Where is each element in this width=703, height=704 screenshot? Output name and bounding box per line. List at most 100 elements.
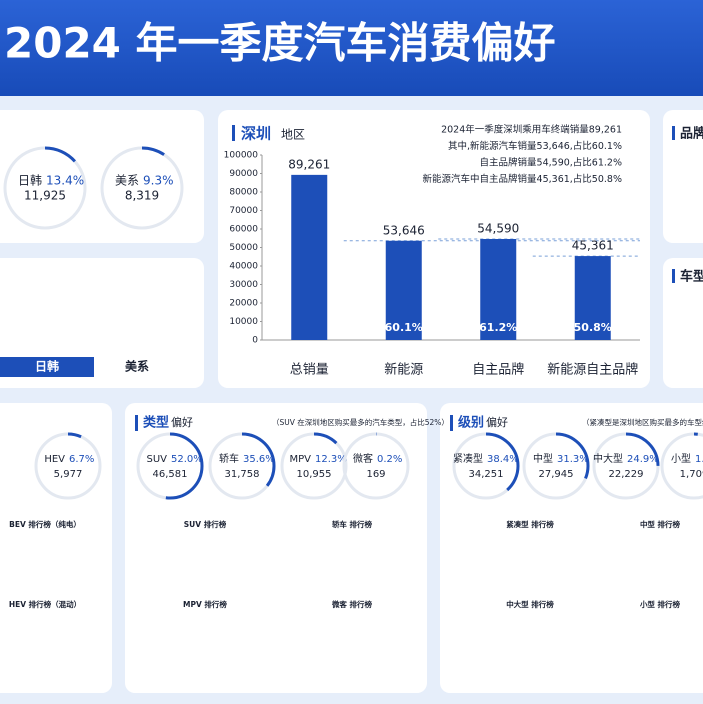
donut-share: 52.0%: [171, 454, 203, 465]
donut-count: 10,955: [297, 469, 332, 480]
donut-share: 35.6%: [243, 454, 275, 465]
section-title-suffix: 偏好: [171, 415, 193, 429]
note: 新能源汽车中自主品牌销量45,361,占比50.8%: [423, 173, 622, 185]
donut-arc: [34, 432, 102, 500]
donut-name: 紧凑型: [453, 452, 483, 465]
donut-name: 微客: [353, 452, 373, 465]
accent: [672, 126, 675, 140]
y-tick-label: 20000: [229, 299, 258, 309]
donut-arc: [3, 146, 87, 230]
y-tick-label: 40000: [229, 262, 258, 272]
y-tick-label: 60000: [229, 225, 258, 235]
donut-count: 31,758: [225, 469, 260, 480]
donut-share: 13.4%: [46, 174, 84, 188]
bar: [574, 256, 611, 340]
y-tick-label: 30000: [229, 280, 258, 290]
section-subtitle: （紧凑型是深圳地区购买最多的车型级别，占比38%）: [582, 417, 703, 427]
x-tick-label: 新能源: [384, 362, 423, 378]
share-label: 60.1%: [385, 321, 423, 334]
value-label: 54,590: [477, 222, 519, 236]
donut-count: 22,229: [609, 469, 644, 480]
donut-share: 1.9%: [695, 454, 703, 465]
donut-count: 46,581: [153, 469, 188, 480]
note: 其中,新能源汽车销量53,646,占比60.1%: [448, 140, 622, 152]
donut-count: 27,945: [539, 469, 574, 480]
ranking-title: MPV 排行榜: [183, 599, 227, 609]
panel: [0, 258, 204, 388]
y-tick-label: 100000: [224, 151, 259, 161]
accent: [450, 415, 453, 431]
donut-share: 38.4%: [487, 454, 519, 465]
tag: 美系: [125, 359, 149, 374]
value-label: 53,646: [383, 223, 425, 237]
accent: [672, 269, 675, 283]
donut-count: 1,709: [680, 469, 703, 480]
note: 自主品牌销量54,590,占比61.2%: [480, 157, 622, 169]
share-label: 50.8%: [574, 321, 612, 334]
ranking-title: 紧凑型 排行榜: [506, 519, 554, 529]
donut-name: SUV: [146, 454, 167, 465]
tag-box: [0, 357, 94, 377]
panel: [663, 258, 703, 388]
donut-count: 11,925: [24, 189, 66, 203]
bar: [291, 174, 328, 340]
tag: 日韩: [35, 359, 59, 374]
x-tick-label: 自主品牌: [472, 362, 524, 378]
section-title: 级别: [458, 415, 484, 431]
x-tick-label: 总销量: [290, 363, 329, 378]
ranking-title: SUV 排行榜: [184, 519, 227, 529]
side-title: 车型: [680, 269, 703, 285]
ranking-title: 小型 排行榜: [640, 599, 681, 609]
x-tick-label: 新能源自主品牌: [547, 362, 638, 378]
ranking-title: 中大型 排行榜: [506, 599, 554, 609]
donut-share: 31.3%: [557, 454, 589, 465]
donut-name: HEV: [44, 454, 65, 465]
donut-name: 轿车: [219, 452, 239, 465]
bar: [480, 239, 517, 340]
chart-title: 深圳: [241, 125, 271, 143]
y-tick-label: 50000: [229, 243, 258, 253]
donut-name: 日韩: [18, 173, 42, 188]
donut-count: 34,251: [469, 469, 504, 480]
donut-share: 9.3%: [143, 174, 174, 188]
y-tick-label: 10000: [229, 317, 258, 327]
chart-title-suffix: 地区: [281, 128, 305, 142]
value-label: 89,261: [288, 157, 330, 171]
bar: [385, 240, 422, 340]
value-label: 45,361: [572, 239, 614, 253]
section-title: 类型: [143, 415, 169, 431]
donut-share: 12.3%: [315, 454, 347, 465]
donut-arc: [452, 432, 520, 500]
y-tick-label: 0: [252, 336, 258, 346]
side-title: 品牌: [680, 126, 703, 142]
header-band: [0, 0, 703, 96]
note: 2024年一季度深圳乘用车终端销量89,261: [441, 124, 622, 136]
donut-name: 小型: [671, 452, 691, 465]
section-title-suffix: 偏好: [486, 415, 508, 429]
y-tick-label: 90000: [229, 169, 258, 179]
donut-name: 美系: [115, 174, 139, 188]
donut-name: MPV: [290, 454, 312, 465]
donut-arc: [522, 432, 590, 500]
panel: [0, 403, 112, 693]
panel: [663, 110, 703, 243]
donut-count: 5,977: [54, 469, 83, 480]
panel: [440, 403, 703, 693]
ranking-title: 微客 排行榜: [331, 599, 373, 609]
accent: [232, 125, 235, 141]
donut-arc: [280, 432, 348, 500]
ranking-title: 轿车 排行榜: [332, 519, 373, 529]
donut-arc: [342, 432, 410, 500]
ranking-title: BEV 排行榜（纯电）: [9, 519, 81, 529]
donut-name: 中大型: [593, 452, 623, 465]
y-tick-label: 70000: [229, 206, 258, 216]
donut-count: 169: [366, 469, 385, 480]
donut-share: 0.2%: [377, 454, 402, 465]
section-subtitle: （SUV 在深圳地区购买最多的汽车类型，占比52%）: [272, 417, 449, 427]
panel: [0, 110, 204, 243]
donut-arc: [100, 146, 184, 230]
accent: [135, 415, 138, 431]
donut-share: 24.9%: [627, 454, 659, 465]
